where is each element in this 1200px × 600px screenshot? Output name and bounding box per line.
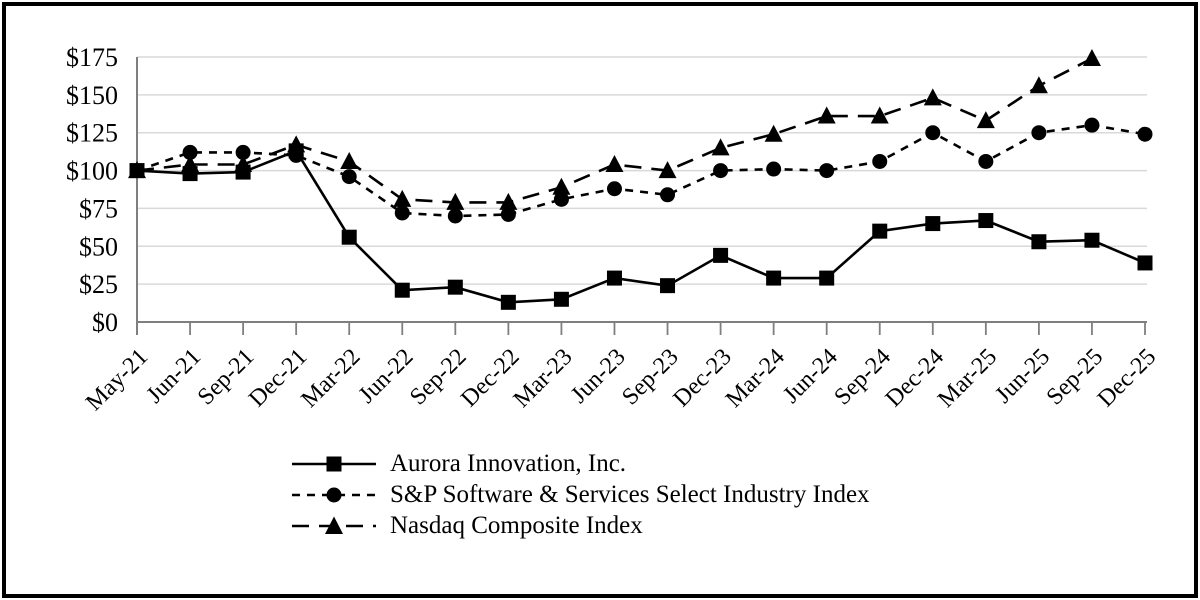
data-point-triangle	[287, 135, 306, 153]
data-point-circle	[553, 191, 569, 207]
legend-item-nasdaq: Nasdaq Composite Index	[292, 510, 870, 541]
y-axis-tick-label: $125	[66, 119, 118, 148]
y-axis-tick-label: $75	[79, 194, 118, 223]
data-point-circle	[1084, 117, 1100, 133]
data-point-triangle	[1082, 49, 1101, 67]
legend-label-aurora: Aurora Innovation, Inc.	[390, 450, 627, 477]
chart-legend: Aurora Innovation, Inc. S&P Software & S…	[292, 448, 870, 541]
data-point-circle	[182, 144, 198, 160]
y-axis-tick-label: $150	[66, 81, 118, 110]
x-axis-tick-label: Mar-24	[721, 344, 790, 413]
x-axis-tick-label: Dec-22	[456, 344, 524, 412]
x-axis-tick-label: Jun-23	[566, 344, 631, 409]
data-point-square	[1084, 232, 1100, 248]
x-axis-tick-label: Mar-25	[933, 344, 1002, 413]
data-point-triangle	[340, 151, 359, 169]
legend-item-aurora: Aurora Innovation, Inc.	[292, 448, 870, 479]
data-point-square	[713, 247, 729, 263]
legend-label-sp-software-index: S&P Software & Services Select Industry …	[390, 481, 870, 508]
data-point-triangle	[711, 138, 730, 156]
legend-label-nasdaq: Nasdaq Composite Index	[390, 512, 643, 539]
data-point-circle	[925, 125, 941, 141]
x-axis-tick-label: Dec-21	[244, 344, 312, 412]
data-point-square	[606, 270, 622, 286]
data-point-triangle	[446, 192, 465, 210]
data-point-square	[766, 270, 782, 286]
data-point-triangle	[658, 161, 677, 179]
data-point-triangle	[128, 161, 146, 179]
x-axis-tick-label: Jun-22	[354, 344, 419, 409]
data-point-circle	[713, 163, 729, 179]
data-point-circle	[766, 161, 782, 177]
data-point-triangle	[552, 177, 571, 195]
data-point-circle	[660, 187, 676, 203]
x-axis-tick-label: Dec-23	[668, 344, 736, 412]
circle-marker-icon	[292, 487, 376, 502]
data-point-triangle	[181, 155, 200, 173]
data-point-square	[978, 213, 994, 229]
performance-chart: $0$25$50$75$100$125$150$175May-21Jun-21S…	[66, 43, 1161, 416]
data-point-square	[819, 270, 835, 286]
y-axis-tick-label: $175	[66, 43, 118, 72]
data-point-square	[394, 282, 410, 298]
x-axis-tick-label: Jun-24	[778, 344, 843, 409]
y-axis-tick-label: $100	[66, 157, 118, 186]
data-point-circle	[1137, 126, 1153, 142]
series-line-aurora-innovation-inc	[136, 149, 1146, 304]
data-point-triangle	[817, 106, 836, 124]
x-axis-tick-label: Jun-25	[991, 344, 1056, 409]
data-point-circle	[978, 153, 994, 169]
y-axis-tick-label: $50	[79, 232, 118, 261]
series-line-s-p-software-services-select-industry-index	[136, 123, 1146, 218]
square-marker-icon	[292, 456, 376, 471]
data-point-circle	[872, 153, 888, 169]
data-point-circle	[447, 208, 463, 224]
data-point-circle	[819, 163, 835, 179]
data-point-square	[447, 279, 463, 295]
data-point-circle	[235, 144, 251, 160]
data-point-triangle	[976, 111, 995, 129]
x-axis-tick-label: Dec-25	[1093, 344, 1161, 412]
data-point-circle	[1031, 125, 1047, 141]
data-point-square	[660, 278, 676, 294]
x-axis-tick-label: Jun-21	[142, 344, 207, 409]
data-point-circle	[394, 205, 410, 221]
data-point-circle	[606, 181, 622, 197]
x-axis-tick-label: Mar-22	[297, 344, 366, 413]
data-point-square	[872, 223, 888, 239]
data-point-square	[553, 291, 569, 307]
data-point-triangle	[923, 88, 942, 106]
y-axis-tick-label: $0	[92, 308, 118, 337]
data-point-square	[341, 229, 357, 245]
legend-item-sp-software-index: S&P Software & Services Select Industry …	[292, 479, 870, 510]
data-point-square	[1031, 234, 1047, 250]
data-point-square	[1137, 255, 1153, 271]
data-point-triangle	[1029, 76, 1048, 94]
x-axis-tick-label: May-21	[81, 344, 153, 416]
data-point-circle	[341, 169, 357, 185]
data-point-circle	[500, 206, 516, 222]
x-axis-tick-label: Mar-23	[509, 344, 578, 413]
data-point-triangle	[499, 192, 518, 210]
y-axis-tick-label: $25	[79, 270, 118, 299]
x-axis-tick-label: Dec-24	[881, 344, 949, 412]
triangle-marker-icon	[292, 516, 376, 534]
series-line-nasdaq-composite-index	[136, 57, 1093, 204]
data-point-triangle	[393, 189, 412, 207]
data-point-square	[500, 294, 516, 310]
data-point-triangle	[605, 155, 624, 173]
data-point-triangle	[234, 155, 253, 173]
data-point-square	[925, 216, 941, 232]
data-point-triangle	[870, 106, 889, 124]
data-point-triangle	[764, 124, 783, 142]
